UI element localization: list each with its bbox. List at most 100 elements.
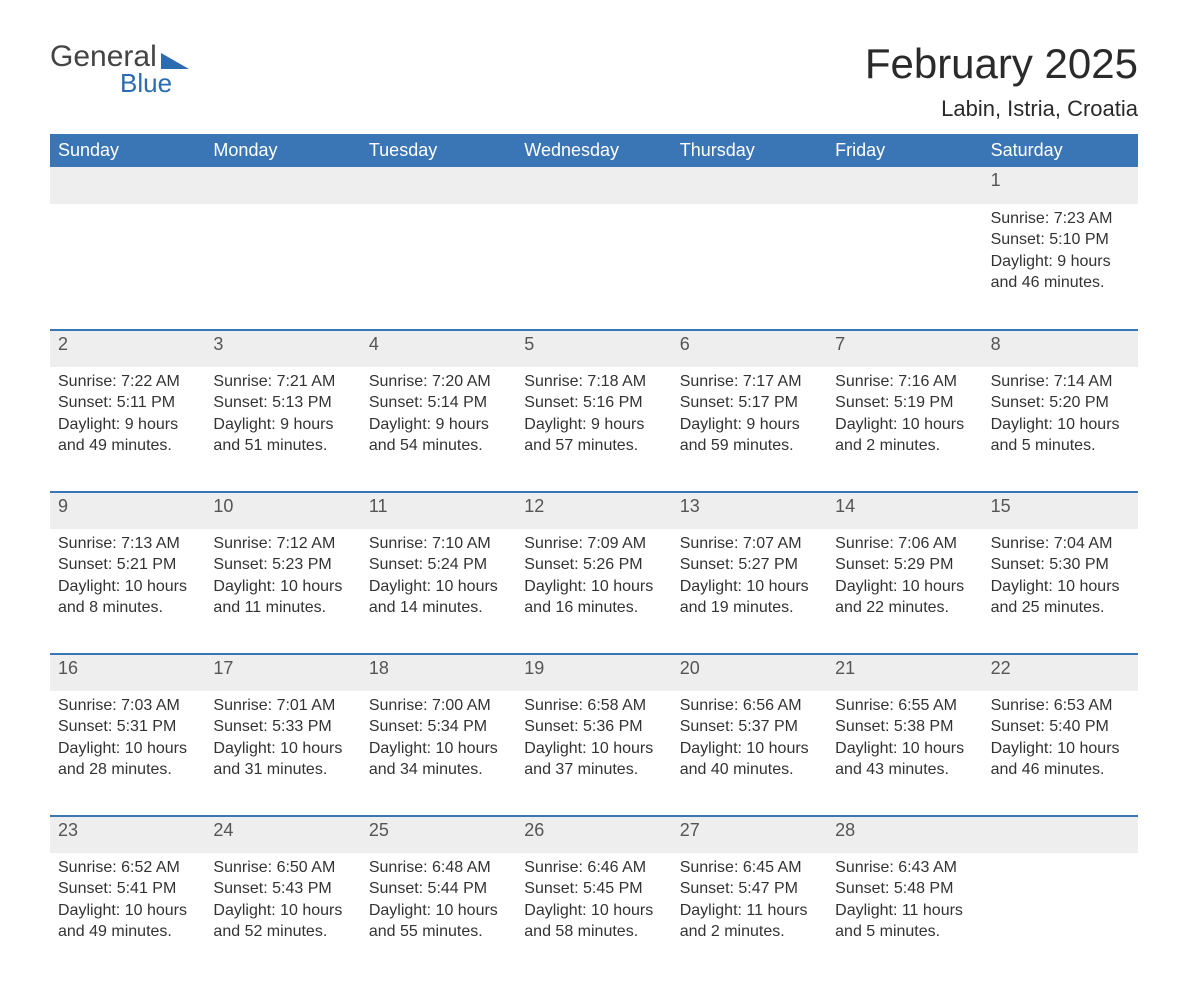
daylight-text: and 46 minutes. [991, 272, 1130, 293]
day-number [516, 167, 671, 204]
sunset-text: Sunset: 5:19 PM [835, 392, 974, 413]
daylight-text: and 19 minutes. [680, 597, 819, 618]
sunset-text: Sunset: 5:44 PM [369, 878, 508, 899]
daylight-text: Daylight: 10 hours [524, 900, 663, 921]
day-cell: Sunrise: 7:10 AMSunset: 5:24 PMDaylight:… [361, 529, 516, 633]
calendar-week: 2345678Sunrise: 7:22 AMSunset: 5:11 PMDa… [50, 329, 1138, 471]
day-cell: Sunrise: 7:04 AMSunset: 5:30 PMDaylight:… [983, 529, 1138, 633]
day-cell: Sunrise: 7:20 AMSunset: 5:14 PMDaylight:… [361, 367, 516, 471]
title-block: February 2025 Labin, Istria, Croatia [865, 40, 1138, 122]
daylight-text: Daylight: 9 hours [213, 414, 352, 435]
daylight-text: Daylight: 10 hours [58, 900, 197, 921]
day-cell: Sunrise: 7:18 AMSunset: 5:16 PMDaylight:… [516, 367, 671, 471]
daylight-text: Daylight: 10 hours [680, 738, 819, 759]
location-label: Labin, Istria, Croatia [865, 96, 1138, 122]
day-number: 1 [983, 167, 1138, 204]
sunset-text: Sunset: 5:36 PM [524, 716, 663, 737]
weekday-header: Sunday Monday Tuesday Wednesday Thursday… [50, 134, 1138, 167]
day-number [361, 167, 516, 204]
day-cell [205, 204, 360, 309]
sunrise-text: Sunrise: 7:04 AM [991, 533, 1130, 554]
daylight-text: Daylight: 10 hours [524, 576, 663, 597]
daylight-text: and 51 minutes. [213, 435, 352, 456]
daylight-text: and 14 minutes. [369, 597, 508, 618]
daylight-text: and 59 minutes. [680, 435, 819, 456]
day-cell [516, 204, 671, 309]
weekday-monday: Monday [205, 134, 360, 167]
day-number [50, 167, 205, 204]
day-cell: Sunrise: 7:14 AMSunset: 5:20 PMDaylight:… [983, 367, 1138, 471]
sunset-text: Sunset: 5:11 PM [58, 392, 197, 413]
weekday-thursday: Thursday [672, 134, 827, 167]
daylight-text: Daylight: 10 hours [991, 414, 1130, 435]
day-number: 19 [516, 655, 671, 691]
calendar-week: 16171819202122Sunrise: 7:03 AMSunset: 5:… [50, 653, 1138, 795]
day-number: 18 [361, 655, 516, 691]
day-cell [827, 204, 982, 309]
daylight-text: Daylight: 10 hours [524, 738, 663, 759]
sunset-text: Sunset: 5:17 PM [680, 392, 819, 413]
logo-flag-icon [161, 53, 189, 69]
logo: General Blue [50, 40, 189, 99]
daylight-text: Daylight: 10 hours [680, 576, 819, 597]
day-cell: Sunrise: 6:43 AMSunset: 5:48 PMDaylight:… [827, 853, 982, 957]
sunrise-text: Sunrise: 7:16 AM [835, 371, 974, 392]
day-number [983, 817, 1138, 853]
day-cell: Sunrise: 7:07 AMSunset: 5:27 PMDaylight:… [672, 529, 827, 633]
daylight-text: and 5 minutes. [835, 921, 974, 942]
sunrise-text: Sunrise: 7:17 AM [680, 371, 819, 392]
day-cell: Sunrise: 6:46 AMSunset: 5:45 PMDaylight:… [516, 853, 671, 957]
sunrise-text: Sunrise: 7:12 AM [213, 533, 352, 554]
sunrise-text: Sunrise: 7:14 AM [991, 371, 1130, 392]
daylight-text: and 58 minutes. [524, 921, 663, 942]
sunrise-text: Sunrise: 6:45 AM [680, 857, 819, 878]
logo-text-blue: Blue [120, 68, 189, 99]
day-number: 21 [827, 655, 982, 691]
day-number [205, 167, 360, 204]
day-number: 28 [827, 817, 982, 853]
daylight-text: and 31 minutes. [213, 759, 352, 780]
sunset-text: Sunset: 5:47 PM [680, 878, 819, 899]
daylight-text: Daylight: 9 hours [524, 414, 663, 435]
weekday-tuesday: Tuesday [361, 134, 516, 167]
daylight-text: and 52 minutes. [213, 921, 352, 942]
day-cell: Sunrise: 7:23 AMSunset: 5:10 PMDaylight:… [983, 204, 1138, 309]
daylight-text: Daylight: 10 hours [835, 738, 974, 759]
sunset-text: Sunset: 5:41 PM [58, 878, 197, 899]
sunrise-text: Sunrise: 7:21 AM [213, 371, 352, 392]
daylight-text: and 28 minutes. [58, 759, 197, 780]
sunrise-text: Sunrise: 6:52 AM [58, 857, 197, 878]
day-cell: Sunrise: 7:22 AMSunset: 5:11 PMDaylight:… [50, 367, 205, 471]
day-number-row: 2345678 [50, 331, 1138, 367]
calendar-week: 1Sunrise: 7:23 AMSunset: 5:10 PMDaylight… [50, 167, 1138, 309]
day-number: 26 [516, 817, 671, 853]
weekday-sunday: Sunday [50, 134, 205, 167]
daylight-text: and 49 minutes. [58, 435, 197, 456]
weekday-friday: Friday [827, 134, 982, 167]
daylight-text: Daylight: 11 hours [680, 900, 819, 921]
daylight-text: and 8 minutes. [58, 597, 197, 618]
day-number: 16 [50, 655, 205, 691]
month-title: February 2025 [865, 40, 1138, 88]
sunset-text: Sunset: 5:21 PM [58, 554, 197, 575]
day-number: 7 [827, 331, 982, 367]
day-number: 23 [50, 817, 205, 853]
sunrise-text: Sunrise: 7:20 AM [369, 371, 508, 392]
sunset-text: Sunset: 5:27 PM [680, 554, 819, 575]
day-cell: Sunrise: 7:12 AMSunset: 5:23 PMDaylight:… [205, 529, 360, 633]
daylight-text: Daylight: 10 hours [213, 900, 352, 921]
day-number: 3 [205, 331, 360, 367]
calendar: Sunday Monday Tuesday Wednesday Thursday… [50, 134, 1138, 957]
daylight-text: and 57 minutes. [524, 435, 663, 456]
daylight-text: and 43 minutes. [835, 759, 974, 780]
day-number: 2 [50, 331, 205, 367]
sunset-text: Sunset: 5:48 PM [835, 878, 974, 899]
sunset-text: Sunset: 5:43 PM [213, 878, 352, 899]
daylight-text: Daylight: 10 hours [213, 738, 352, 759]
day-cell: Sunrise: 6:53 AMSunset: 5:40 PMDaylight:… [983, 691, 1138, 795]
day-cell: Sunrise: 7:06 AMSunset: 5:29 PMDaylight:… [827, 529, 982, 633]
day-cell [50, 204, 205, 309]
sunrise-text: Sunrise: 7:23 AM [991, 208, 1130, 229]
day-cell: Sunrise: 7:09 AMSunset: 5:26 PMDaylight:… [516, 529, 671, 633]
sunset-text: Sunset: 5:33 PM [213, 716, 352, 737]
